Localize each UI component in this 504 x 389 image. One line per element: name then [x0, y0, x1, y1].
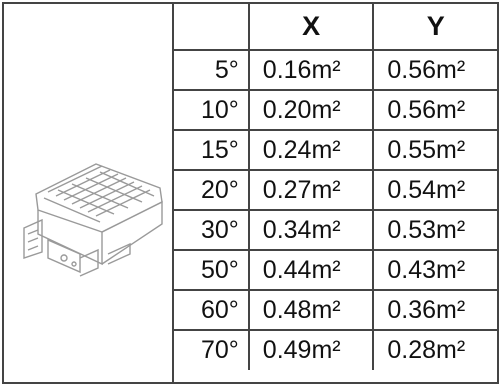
- header-angle: [174, 4, 250, 51]
- angle-cell: 60°: [174, 289, 250, 331]
- table-row: 30° 0.34m² 0.53m²: [174, 209, 497, 251]
- x-cell: 0.16m²: [247, 49, 375, 91]
- x-cell: 0.48m²: [247, 289, 375, 331]
- y-cell: 0.43m²: [372, 249, 497, 291]
- angle-cell: 70°: [174, 329, 250, 370]
- y-cell: 0.56m²: [372, 89, 497, 131]
- header-row: X Y: [174, 4, 497, 51]
- table-row: 70° 0.49m² 0.28m²: [174, 329, 497, 370]
- angle-cell: 20°: [174, 169, 250, 211]
- x-cell: 0.27m²: [247, 169, 375, 211]
- floodlight-fixture-icon: [23, 163, 163, 277]
- table-row: 20° 0.27m² 0.54m²: [174, 169, 497, 211]
- y-cell: 0.56m²: [372, 49, 497, 91]
- table-row: 5° 0.16m² 0.56m²: [174, 49, 497, 91]
- angle-cell: 10°: [174, 89, 250, 131]
- area-table: X Y 5° 0.16m² 0.56m² 10° 0.20m² 0.56m² 1…: [174, 4, 497, 370]
- x-cell: 0.49m²: [247, 329, 375, 370]
- angle-cell: 30°: [174, 209, 250, 251]
- y-cell: 0.28m²: [372, 329, 497, 370]
- x-cell: 0.34m²: [247, 209, 375, 251]
- x-cell: 0.20m²: [247, 89, 375, 131]
- x-cell: 0.44m²: [247, 249, 375, 291]
- y-cell: 0.36m²: [372, 289, 497, 331]
- table-row: 60° 0.48m² 0.36m²: [174, 289, 497, 331]
- y-cell: 0.55m²: [372, 129, 497, 171]
- angle-cell: 15°: [174, 129, 250, 171]
- spec-table-frame: X Y 5° 0.16m² 0.56m² 10° 0.20m² 0.56m² 1…: [2, 2, 499, 384]
- header-x: X: [247, 4, 375, 51]
- product-image-cell: [4, 4, 174, 382]
- x-cell: 0.24m²: [247, 129, 375, 171]
- table-row: 50° 0.44m² 0.43m²: [174, 249, 497, 291]
- angle-cell: 5°: [174, 49, 250, 91]
- table-row: 10° 0.20m² 0.56m²: [174, 89, 497, 131]
- table-row: 15° 0.24m² 0.55m²: [174, 129, 497, 171]
- y-cell: 0.54m²: [372, 169, 497, 211]
- header-y: Y: [372, 4, 497, 51]
- angle-cell: 50°: [174, 249, 250, 291]
- y-cell: 0.53m²: [372, 209, 497, 251]
